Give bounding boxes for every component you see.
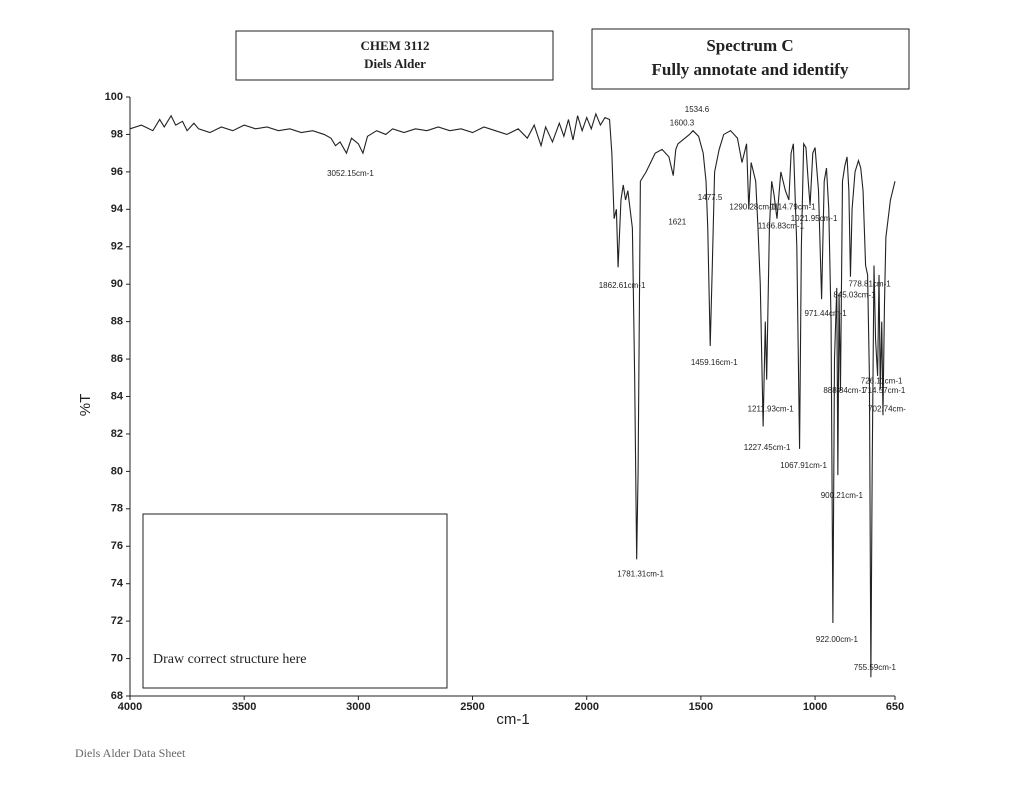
peak-label: 888.84cm-1 <box>823 386 866 395</box>
instruction: Fully annotate and identify <box>652 60 849 79</box>
peak-label: 3052.15cm-1 <box>327 169 374 178</box>
footer: Diels Alder Data Sheet <box>75 746 186 760</box>
title-box <box>591 28 910 90</box>
peak-label: 755.59cm-1 <box>854 663 897 672</box>
y-tick-label: 68 <box>111 690 123 702</box>
y-tick-label: 92 <box>111 241 123 253</box>
peak-label: 702.74cm- <box>868 405 906 414</box>
peak-label: 1459.16cm-1 <box>691 358 738 367</box>
peak-label: 1211.93cm-1 <box>748 405 795 414</box>
structure-box <box>142 513 448 689</box>
x-tick-label: 1500 <box>689 701 713 713</box>
x-axis-title: cm-1 <box>496 711 529 728</box>
x-tick-label: 650 <box>886 701 904 713</box>
spectrum-line <box>129 112 896 678</box>
peak-label: 1600.3 <box>670 118 695 127</box>
y-tick-label: 84 <box>111 390 124 402</box>
peak-label: 1021.95cm-1 <box>791 214 838 223</box>
y-tick-label: 76 <box>111 540 123 552</box>
peak-label: 1781.31cm-1 <box>617 569 664 578</box>
y-tick-label: 74 <box>111 578 124 590</box>
peak-label: 1290.28cm-1 <box>729 203 776 212</box>
x-tick-label: 2500 <box>460 701 484 713</box>
course: CHEM 3112 <box>361 38 430 53</box>
peak-label: 1114.79cm-1 <box>770 203 816 212</box>
x-tick-label: 2000 <box>574 701 598 713</box>
peak-label: 1621 <box>668 218 686 227</box>
y-tick-label: 94 <box>111 203 124 215</box>
peak-label: 726.11cm-1 <box>861 377 903 386</box>
peak-label: 1166.83cm-1 <box>758 221 805 230</box>
y-tick-label: 88 <box>111 316 123 328</box>
peak-label: 1227.45cm-1 <box>744 443 791 452</box>
y-tick-label: 90 <box>111 278 123 290</box>
y-tick-label: 72 <box>111 615 123 627</box>
title: Spectrum C <box>706 36 793 55</box>
y-axis-title: %T <box>77 394 94 417</box>
x-tick-label: 3000 <box>346 701 370 713</box>
peak-label: 900.21cm-1 <box>821 491 864 500</box>
x-tick-label: 4000 <box>118 701 142 713</box>
y-tick-label: 80 <box>111 465 123 477</box>
peak-label: 714.57cm-1 <box>863 386 906 395</box>
peak-label: 845.03cm-1 <box>833 291 876 300</box>
y-tick-label: 78 <box>111 503 123 515</box>
peak-label: 1862.61cm-1 <box>599 281 646 290</box>
y-tick-label: 70 <box>111 652 123 664</box>
y-tick-label: 100 <box>105 91 123 103</box>
y-tick-label: 86 <box>111 353 123 365</box>
peak-label: 1534.6 <box>685 105 710 114</box>
peak-label: 1067.91cm-1 <box>780 461 827 470</box>
y-tick-label: 96 <box>111 166 123 178</box>
structure-prompt: Draw correct structure here <box>153 652 307 667</box>
plot: 68 70 72 74 76 78 80 82 84 86 88 90 92 94 96 98 100 4000 3… <box>105 91 907 713</box>
peak-label: 922.00cm-1 <box>816 635 859 644</box>
x-tick-label: 3500 <box>232 701 256 713</box>
peak-label: 1477.5 <box>698 193 723 202</box>
x-tick-label: 1000 <box>803 701 827 713</box>
y-tick-label: 98 <box>111 128 123 140</box>
peak-label: 971.44cm-1 <box>804 309 847 318</box>
topic: Diels Alder <box>364 56 426 71</box>
y-tick-label: 82 <box>111 428 123 440</box>
header-box <box>235 30 554 81</box>
peak-label: 778.81cm-1 <box>848 279 891 288</box>
